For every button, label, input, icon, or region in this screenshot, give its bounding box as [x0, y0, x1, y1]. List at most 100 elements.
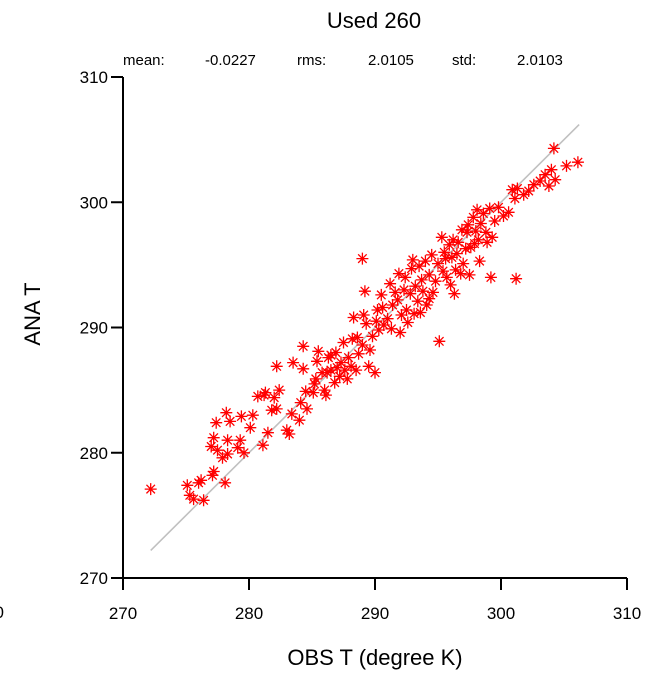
data-point — [471, 203, 484, 216]
data-point — [297, 362, 310, 375]
mean-value: -0.0227 — [205, 52, 256, 69]
data-point — [321, 366, 334, 379]
data-point — [372, 324, 385, 336]
data-point — [437, 265, 449, 278]
data-point — [452, 236, 465, 249]
data-point — [187, 493, 200, 506]
data-point — [467, 211, 480, 224]
data-point — [329, 346, 342, 359]
data-points — [144, 142, 584, 507]
data-point — [435, 231, 448, 244]
data-point — [385, 322, 398, 335]
data-point — [413, 260, 426, 273]
data-point — [309, 372, 322, 385]
data-point — [560, 159, 573, 172]
data-point — [181, 479, 194, 492]
data-point — [473, 255, 486, 268]
data-point — [345, 360, 358, 373]
data-point — [231, 441, 244, 454]
data-point — [270, 360, 283, 373]
x-tick-label: 270 — [109, 604, 137, 623]
data-point — [311, 355, 323, 368]
data-point — [333, 370, 346, 383]
rms-value: 2.0105 — [368, 52, 414, 69]
data-point — [342, 351, 355, 364]
x-tick-label: 300 — [487, 604, 515, 623]
data-point — [144, 483, 157, 496]
data-point — [549, 173, 562, 186]
left-edge-tick-label: 0 — [0, 603, 4, 622]
y-axis-ticks: 270 280 290 300 310 — [80, 68, 123, 588]
data-point — [351, 331, 364, 344]
data-point — [425, 248, 438, 261]
data-point — [210, 416, 223, 429]
std-label: std: — [452, 52, 476, 69]
data-point — [352, 347, 365, 360]
data-point — [273, 384, 286, 397]
data-point — [401, 316, 414, 329]
data-point — [429, 275, 442, 288]
data-point — [457, 257, 470, 270]
data-point — [511, 182, 524, 195]
data-point — [411, 295, 424, 308]
data-point — [377, 319, 390, 331]
data-point — [462, 218, 475, 231]
data-point — [283, 428, 296, 440]
data-point — [488, 215, 501, 227]
chart-title: Used 260 — [327, 8, 421, 33]
data-point — [448, 287, 461, 300]
data-point — [469, 225, 482, 238]
data-point — [432, 257, 444, 270]
std-value: 2.0103 — [517, 52, 563, 69]
data-point — [547, 142, 560, 155]
x-tick-label: 310 — [613, 604, 641, 623]
data-point — [389, 286, 402, 299]
data-point — [405, 262, 418, 275]
data-point — [463, 268, 476, 281]
data-point — [366, 330, 379, 343]
data-point — [308, 377, 321, 390]
data-point — [392, 267, 405, 280]
data-point — [195, 474, 208, 487]
data-point — [207, 431, 220, 444]
data-point — [404, 287, 417, 300]
data-point — [205, 440, 218, 453]
data-point — [347, 311, 360, 324]
data-point — [472, 233, 485, 246]
data-point — [440, 271, 453, 284]
data-point — [346, 332, 359, 345]
data-point — [416, 285, 429, 298]
x-tick-label: 280 — [235, 604, 263, 623]
data-point — [517, 188, 530, 201]
data-point — [384, 277, 397, 290]
data-point — [268, 391, 281, 404]
data-point — [364, 344, 376, 356]
data-point — [492, 201, 505, 214]
data-point — [539, 168, 552, 181]
y-tick-label: 300 — [80, 193, 108, 212]
data-point — [400, 304, 413, 316]
data-point — [502, 206, 515, 219]
data-point — [337, 336, 350, 349]
data-point — [224, 415, 237, 428]
stats-line: mean: -0.0227 rms: 2.0105 std: 2.0103 — [123, 52, 563, 69]
y-tick-label: 290 — [80, 319, 108, 338]
data-point — [534, 175, 547, 187]
data-point — [261, 426, 274, 439]
data-point — [508, 192, 521, 205]
data-point — [220, 406, 233, 419]
data-point — [301, 402, 313, 415]
data-point — [270, 402, 283, 415]
x-axis-label: OBS T (degree K) — [287, 645, 462, 670]
data-point — [356, 339, 369, 351]
data-point — [477, 207, 490, 220]
data-point — [297, 340, 310, 353]
x-axis-ticks: 270 280 290 300 310 — [109, 578, 641, 623]
data-point — [408, 307, 421, 320]
data-point — [427, 286, 439, 299]
data-point — [386, 299, 399, 311]
data-point — [395, 309, 408, 321]
data-point — [331, 361, 344, 374]
data-point — [375, 288, 388, 301]
data-point — [522, 185, 535, 197]
